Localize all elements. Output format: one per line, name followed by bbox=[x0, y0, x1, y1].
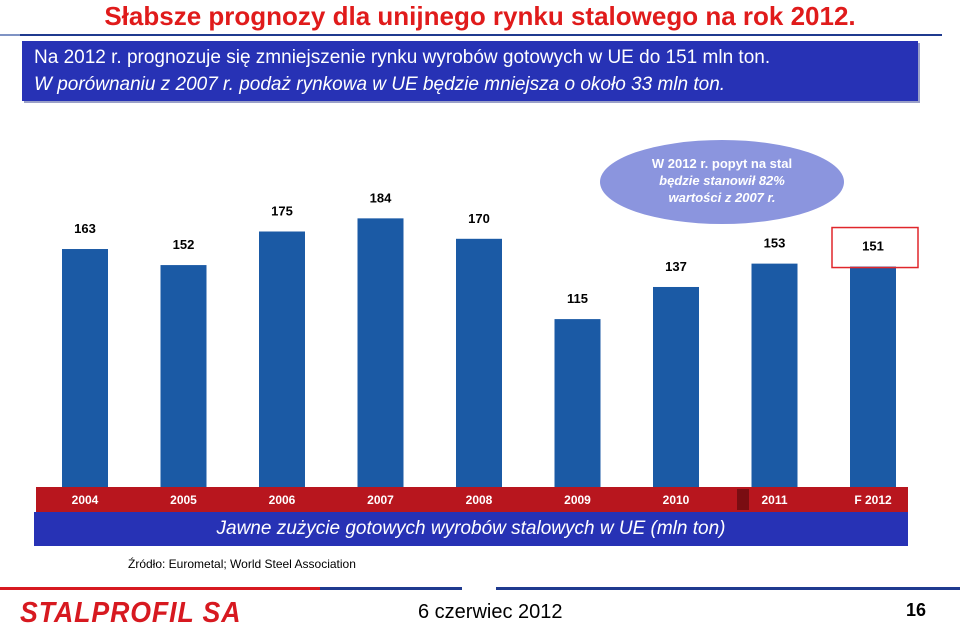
value-label-2004: 163 bbox=[74, 221, 96, 236]
x-tick-2005: 2005 bbox=[170, 493, 197, 507]
forecast-separator bbox=[737, 489, 749, 510]
footer-divider-accent bbox=[0, 587, 320, 590]
value-label-2011: 153 bbox=[764, 236, 786, 251]
x-tick-2011: 2011 bbox=[761, 493, 787, 507]
x-axis-band bbox=[36, 487, 908, 512]
page-number: 16 bbox=[906, 600, 927, 620]
bar-2008 bbox=[456, 238, 502, 487]
forecast-highlight-box bbox=[831, 226, 919, 269]
summary-box: Na 2012 r. prognozuje się zmniejszenie r… bbox=[22, 41, 918, 101]
value-label-2009: 115 bbox=[567, 291, 588, 306]
x-tick-2006: 2006 bbox=[269, 493, 296, 507]
value-label-f-2012: 151 bbox=[862, 239, 884, 254]
x-tick-2007: 2007 bbox=[367, 493, 394, 507]
bar-2005 bbox=[160, 265, 207, 487]
bar-2004 bbox=[62, 249, 108, 487]
x-tick-labels: 2004 2005 2006 2007 2008 2009 2010 2011 F 2012 bbox=[72, 493, 892, 507]
slide-title: Słabsze prognozy dla unijnego rynku stal… bbox=[104, 1, 856, 31]
callout-line-1: W 2012 r. popyt na stal bbox=[651, 155, 793, 171]
callout-text: W 2012 r. popyt na stal będzie stanowił … bbox=[600, 138, 844, 222]
title-divider bbox=[20, 34, 942, 36]
bar-2007 bbox=[357, 218, 404, 488]
company-logo: STALPROFIL SA bbox=[20, 597, 242, 629]
x-tick-2004: 2004 bbox=[72, 493, 99, 507]
callout-line-2: będzie stanowił 82% bbox=[659, 172, 785, 188]
bar-2006 bbox=[259, 231, 305, 487]
bars-layer: 163 152 175 184 170 115 137 153 151 bbox=[62, 190, 919, 488]
value-label-2006: 175 bbox=[271, 204, 293, 219]
value-label-2007: 184 bbox=[370, 190, 392, 205]
title-divider-left bbox=[0, 34, 20, 36]
callout-bubble bbox=[600, 140, 844, 224]
source-note: Źródło: Eurometal; World Steel Associati… bbox=[128, 557, 356, 571]
bar-2009 bbox=[554, 319, 601, 487]
x-tick-2008: 2008 bbox=[466, 493, 493, 507]
callout-line-3: wartości z 2007 r. bbox=[668, 189, 776, 205]
chart-caption: Jawne zużycie gotowych wyrobów stalowych… bbox=[34, 512, 908, 546]
x-tick-f-2012: F 2012 bbox=[854, 493, 892, 507]
x-tick-2009: 2009 bbox=[564, 493, 591, 507]
summary-line-1: Na 2012 r. prognozuje się zmniejszenie r… bbox=[34, 47, 771, 68]
bar-2010 bbox=[653, 286, 699, 487]
bar-f-2012 bbox=[850, 266, 896, 487]
footer-date: 6 czerwiec 2012 bbox=[418, 601, 563, 623]
value-label-2010: 137 bbox=[665, 259, 687, 274]
footer-divider-gap bbox=[462, 586, 496, 592]
x-tick-2010: 2010 bbox=[663, 493, 690, 507]
value-label-2005: 152 bbox=[173, 237, 195, 252]
value-label-2008: 170 bbox=[468, 211, 490, 226]
summary-line-2: W porównaniu z 2007 r. podaż rynkowa w U… bbox=[34, 74, 726, 95]
bar-2011 bbox=[751, 263, 798, 487]
